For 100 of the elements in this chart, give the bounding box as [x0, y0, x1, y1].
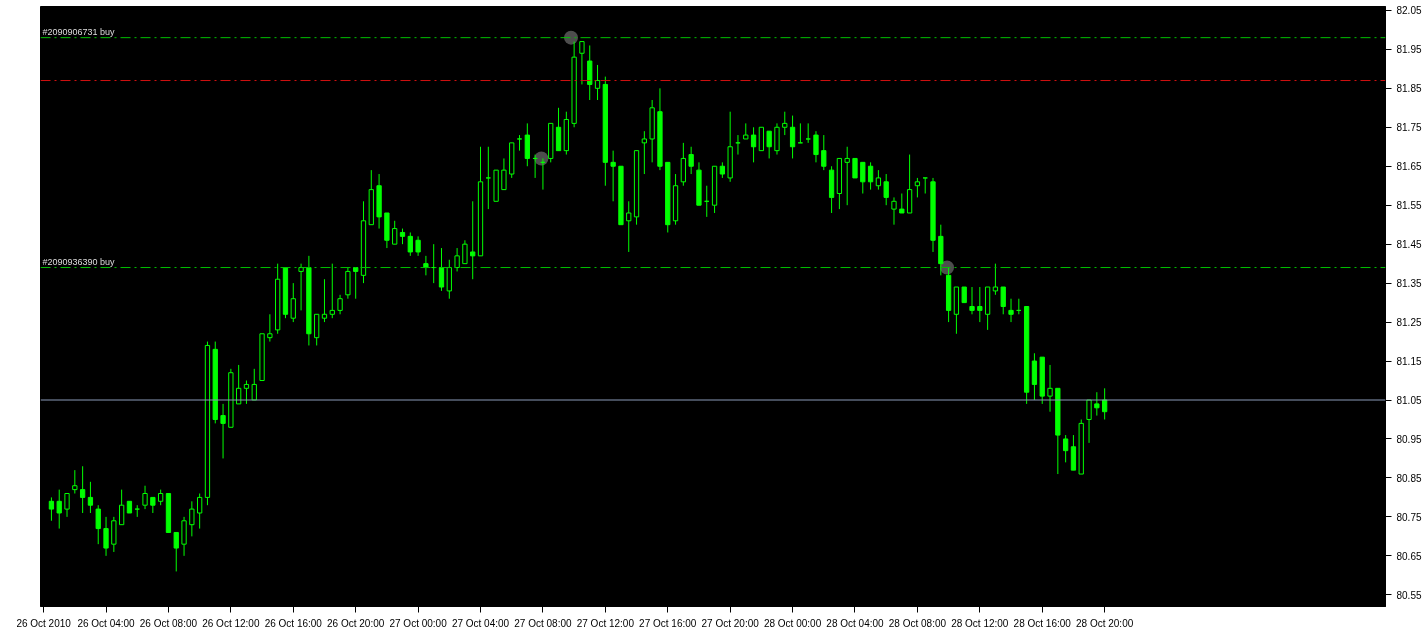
candlestick — [688, 146, 694, 175]
x-tick-label: 27 Oct 12:00 — [576, 617, 635, 629]
candlestick — [1094, 391, 1100, 417]
candlestick — [298, 263, 304, 311]
x-tick-label: 28 Oct 16:00 — [1013, 617, 1072, 629]
y-tick-label: 80.95 — [1396, 433, 1422, 445]
x-tick-label: 27 Oct 00:00 — [389, 617, 448, 629]
candlestick — [64, 493, 70, 518]
x-tick-label: 28 Oct 20:00 — [1076, 617, 1134, 629]
candlestick — [181, 516, 187, 557]
candlestick — [446, 259, 452, 300]
candlestick — [353, 267, 359, 300]
x-tick-label: 27 Oct 04:00 — [451, 617, 510, 629]
candlestick — [1047, 364, 1053, 413]
candlestick — [1086, 399, 1092, 444]
candlestick — [79, 465, 86, 514]
candlestick — [103, 516, 109, 557]
x-tick-label: 26 Oct 20:00 — [327, 617, 385, 629]
y-tick-label: 81.45 — [1396, 239, 1422, 251]
point — [564, 30, 579, 45]
candlestick — [875, 169, 882, 191]
y-tick-label: 80.85 — [1396, 472, 1422, 484]
candlestick — [337, 294, 343, 315]
candlestick — [87, 481, 94, 514]
y-tick-label: 80.55 — [1396, 589, 1422, 601]
y-tick-label: 81.65 — [1396, 161, 1422, 173]
candlestick — [914, 177, 921, 198]
candlestick — [860, 161, 866, 195]
candlestick — [142, 485, 148, 510]
x-tick-label: 27 Oct 16:00 — [639, 617, 697, 629]
candlestick — [48, 496, 55, 522]
candlestick — [899, 193, 905, 214]
candlestick — [95, 504, 101, 545]
ref-line-label: #2090906731 buy — [42, 26, 116, 37]
candlestick — [220, 403, 226, 459]
y-tick-label: 81.35 — [1396, 278, 1422, 290]
candlestick — [594, 64, 601, 101]
x-tick-label: 28 Oct 04:00 — [826, 617, 885, 629]
candlestick — [251, 368, 257, 401]
candlestick — [852, 157, 858, 179]
candlestick — [750, 126, 757, 163]
candlestick — [111, 516, 117, 553]
candlestick — [867, 161, 874, 191]
candlestick — [626, 200, 632, 253]
candlestick — [243, 380, 250, 405]
candlestick — [891, 196, 897, 226]
x-tick-label: 27 Oct 20:00 — [701, 617, 760, 629]
x-tick-label: 26 Oct 16:00 — [264, 617, 323, 629]
candlestick — [1000, 286, 1006, 315]
candlestick — [977, 286, 983, 323]
candlestick — [579, 41, 585, 85]
candlestick — [415, 235, 421, 257]
candlestick — [1031, 352, 1038, 401]
candlestick — [462, 239, 468, 265]
y-tick-label: 82.05 — [1396, 5, 1422, 17]
candlestick — [782, 111, 788, 136]
candlestick — [470, 200, 476, 280]
candlestick — [774, 122, 780, 156]
ref-line-label: #2090936390 buy — [42, 256, 116, 267]
candlestick — [407, 231, 413, 257]
candlestick — [197, 493, 203, 530]
candlestick — [345, 267, 351, 300]
candlestick — [314, 313, 320, 346]
y-tick-label: 81.85 — [1396, 83, 1422, 95]
x-tick-label: 26 Oct 04:00 — [77, 617, 136, 629]
candlestick — [555, 107, 562, 152]
candlestick — [906, 154, 913, 214]
y-tick-label: 81.15 — [1396, 356, 1422, 368]
candlestick — [501, 157, 507, 191]
candlestick — [969, 286, 975, 315]
candlestick — [189, 500, 195, 537]
x-tick-label: 28 Oct 08:00 — [888, 617, 947, 629]
candlestick — [789, 115, 796, 159]
candlestick — [454, 247, 460, 272]
candlestick — [758, 126, 765, 152]
candlestick — [797, 122, 804, 144]
candlestick — [821, 134, 827, 171]
y-tick-label: 81.95 — [1396, 44, 1422, 56]
candlestick — [329, 263, 335, 319]
candlestick — [813, 130, 819, 163]
candlestick — [56, 489, 62, 530]
y-tick-label: 80.65 — [1396, 550, 1422, 562]
candlestick — [173, 531, 179, 572]
x-tick-label: 28 Oct 00:00 — [763, 617, 822, 629]
candlestick — [1008, 298, 1014, 323]
x-tick-label: 26 Oct 12:00 — [202, 617, 260, 629]
candlestick — [72, 469, 78, 495]
candlestick — [290, 282, 296, 323]
x-tick-label: 27 Oct 08:00 — [514, 617, 572, 629]
x-tick-label: 26 Oct 08:00 — [139, 617, 198, 629]
y-tick-label: 81.05 — [1396, 395, 1422, 407]
y-tick-label: 81.75 — [1396, 122, 1422, 134]
candlestick — [587, 44, 593, 101]
candlestick — [438, 247, 445, 292]
y-tick-label: 81.25 — [1396, 317, 1422, 329]
candlestick — [321, 278, 328, 323]
candlestick — [680, 142, 686, 187]
candlestick — [883, 173, 889, 206]
candlestick — [844, 146, 850, 206]
y-tick-label: 80.75 — [1396, 511, 1422, 523]
